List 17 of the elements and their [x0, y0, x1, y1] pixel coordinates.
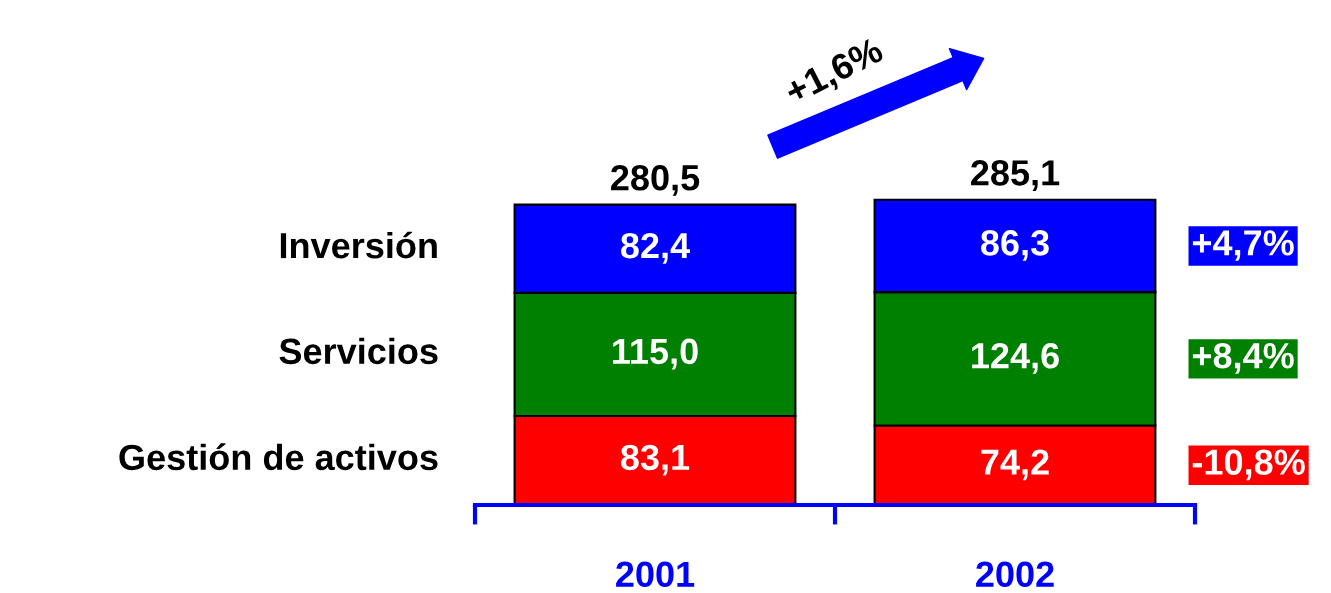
- x-tick-label: 2002: [976, 561, 1054, 588]
- annotation: -10,8%: [1192, 449, 1305, 481]
- data-label: 124,6: [972, 342, 1059, 374]
- total-label: 280,5: [611, 164, 700, 196]
- data-label: 74,2: [981, 449, 1049, 481]
- annotation: +8,4%: [1192, 342, 1294, 374]
- data-label: 83,1: [621, 444, 690, 476]
- text: Servicios: [279, 337, 438, 365]
- total-label: 285,1: [971, 160, 1060, 191]
- data-label: 86,3: [981, 230, 1049, 261]
- x-tick-label: 2001: [616, 561, 695, 588]
- annotation: +4,7%: [1192, 230, 1294, 261]
- data-label: 82,4: [621, 232, 690, 264]
- data-label: 115,0: [613, 338, 698, 370]
- text: +1,6%: [783, 36, 887, 110]
- text: Gestión de activos: [119, 443, 438, 471]
- text: Inversión: [280, 231, 437, 259]
